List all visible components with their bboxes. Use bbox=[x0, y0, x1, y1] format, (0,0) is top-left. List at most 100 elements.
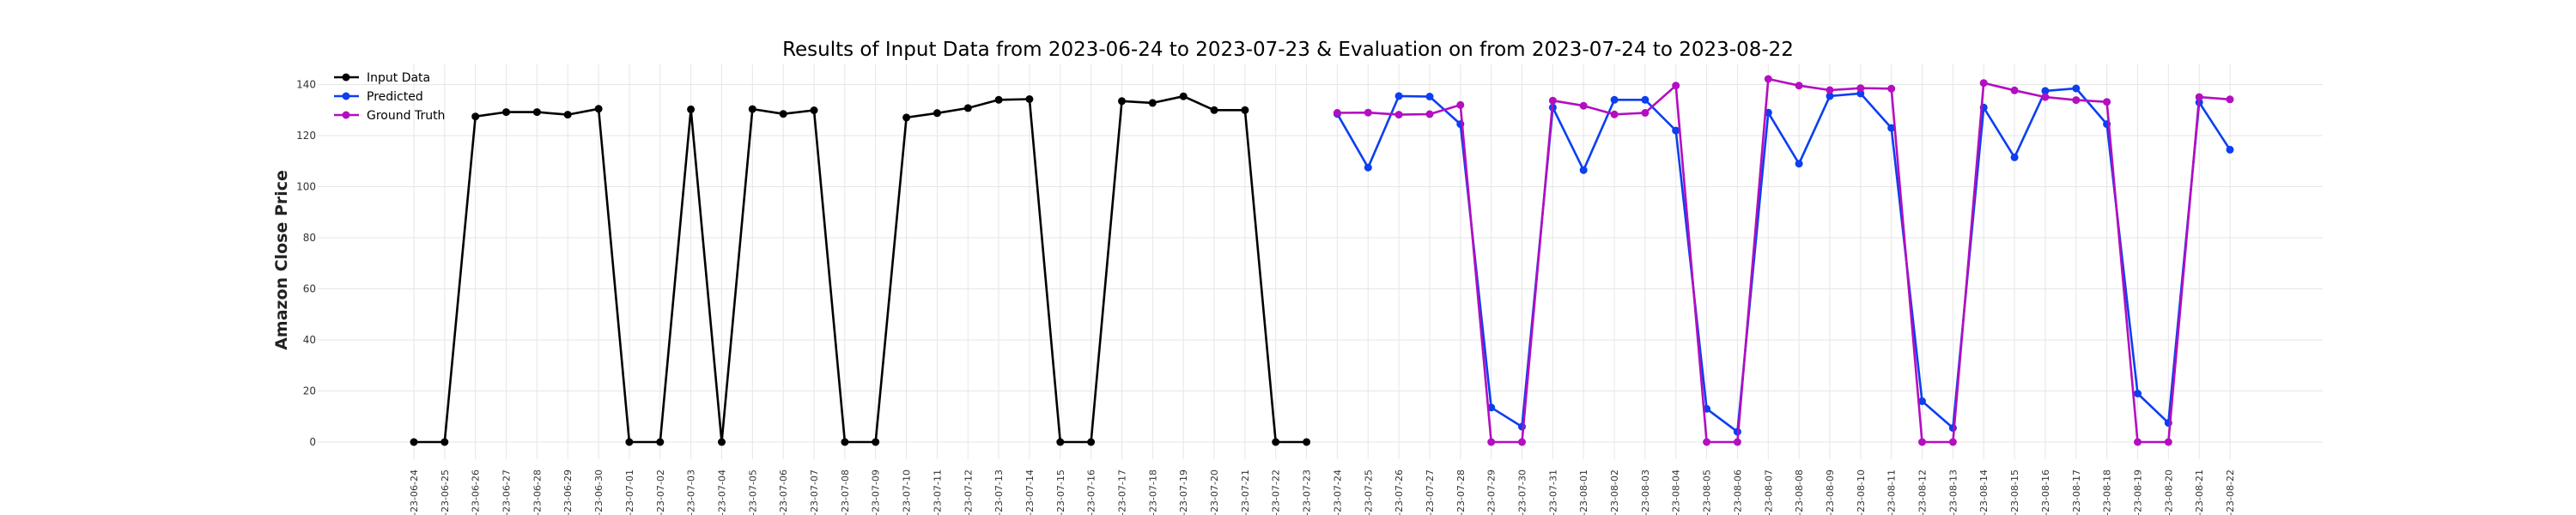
series-lines bbox=[410, 75, 2234, 446]
data-point-predicted bbox=[1610, 95, 1619, 104]
data-point-ground-truth bbox=[2164, 438, 2172, 446]
y-tick-label: 140 bbox=[296, 79, 316, 91]
data-point-input-data bbox=[656, 438, 665, 446]
data-point-input-data bbox=[779, 110, 787, 118]
data-point-predicted bbox=[1394, 92, 1403, 100]
data-point-input-data bbox=[687, 105, 696, 113]
x-tick-label: -23-07-07 bbox=[809, 470, 820, 515]
data-point-ground-truth bbox=[1394, 111, 1403, 119]
data-point-input-data bbox=[994, 95, 1003, 104]
data-point-input-data bbox=[1241, 106, 1249, 114]
legend-item-input-data: Input Data bbox=[334, 71, 430, 85]
data-point-ground-truth bbox=[1456, 100, 1465, 109]
x-tick-label: -23-07-27 bbox=[1425, 470, 1436, 515]
x-tick-label: -23-07-22 bbox=[1271, 470, 1282, 515]
x-tick-label: -23-08-16 bbox=[2040, 470, 2051, 515]
x-tick-label: -23-08-11 bbox=[1886, 470, 1898, 515]
x-tick-label: -23-08-21 bbox=[2194, 470, 2205, 515]
x-tick-label: -23-08-03 bbox=[1640, 470, 1651, 515]
data-point-ground-truth bbox=[1856, 84, 1865, 93]
data-point-input-data bbox=[1272, 438, 1280, 446]
y-axis-label: Amazon Close Price bbox=[272, 170, 291, 350]
y-axis-ticks: 0 20 40 60 80 100 120 140 bbox=[296, 79, 316, 449]
data-point-predicted bbox=[2072, 84, 2081, 93]
x-tick-label: -23-08-08 bbox=[1794, 470, 1805, 515]
x-tick-label: -23-07-03 bbox=[686, 470, 697, 515]
data-point-ground-truth bbox=[1795, 82, 1803, 90]
data-point-predicted bbox=[1641, 95, 1649, 104]
x-tick-label: -23-07-13 bbox=[993, 470, 1005, 515]
data-point-predicted bbox=[1918, 397, 1926, 405]
y-tick-label: 0 bbox=[309, 436, 316, 448]
data-point-ground-truth bbox=[1703, 438, 1711, 446]
data-point-ground-truth bbox=[1948, 438, 1957, 446]
data-point-input-data bbox=[841, 438, 849, 446]
data-point-predicted bbox=[1887, 124, 1896, 132]
x-tick-label: -23-07-10 bbox=[902, 470, 913, 515]
data-point-ground-truth bbox=[1548, 96, 1557, 105]
data-point-input-data bbox=[1025, 95, 1034, 103]
legend-item-predicted: Predicted bbox=[334, 90, 423, 104]
x-tick-label: -23-08-05 bbox=[1702, 470, 1713, 515]
x-tick-label: -23-08-14 bbox=[1978, 470, 1990, 515]
data-point-input-data bbox=[1087, 438, 1096, 446]
x-tick-label: -23-06-24 bbox=[409, 470, 420, 515]
x-tick-label: -23-07-05 bbox=[747, 470, 758, 515]
data-point-input-data bbox=[1303, 438, 1311, 446]
data-point-input-data bbox=[440, 438, 449, 446]
data-point-input-data bbox=[532, 108, 541, 117]
data-point-ground-truth bbox=[2134, 438, 2142, 446]
series-input-data bbox=[410, 92, 1311, 446]
x-tick-label: -23-08-18 bbox=[2102, 470, 2113, 515]
data-point-ground-truth bbox=[2041, 93, 2050, 101]
x-tick-label: -23-07-01 bbox=[624, 470, 635, 515]
y-tick-label: 120 bbox=[296, 130, 316, 142]
data-point-predicted bbox=[1856, 89, 1865, 98]
legend-marker-ground-truth bbox=[342, 111, 350, 119]
x-tick-label: -23-07-09 bbox=[871, 470, 882, 515]
x-tick-label: -23-07-06 bbox=[778, 470, 789, 515]
x-tick-label: -23-07-17 bbox=[1116, 470, 1127, 515]
x-tick-label: -23-08-09 bbox=[1825, 470, 1836, 515]
x-tick-label: -23-07-29 bbox=[1486, 470, 1498, 515]
y-tick-label: 60 bbox=[303, 283, 316, 295]
x-tick-label: -23-07-30 bbox=[1517, 470, 1528, 515]
data-point-ground-truth bbox=[1918, 438, 1926, 446]
data-point-ground-truth bbox=[1672, 82, 1680, 90]
data-point-ground-truth bbox=[1364, 108, 1372, 117]
data-point-predicted bbox=[2226, 145, 2234, 154]
data-point-ground-truth bbox=[1826, 86, 1834, 94]
data-point-predicted bbox=[1425, 93, 1434, 100]
x-tick-label: -23-07-28 bbox=[1455, 470, 1467, 515]
series-line-input-data bbox=[414, 94, 1307, 444]
data-point-predicted bbox=[1795, 160, 1803, 168]
data-point-input-data bbox=[410, 438, 418, 446]
series-line-ground-truth bbox=[1337, 77, 2231, 444]
data-point-predicted bbox=[2134, 390, 2142, 397]
x-tick-label: -23-07-21 bbox=[1240, 470, 1251, 515]
x-tick-label: -23-06-26 bbox=[471, 470, 482, 515]
series-predicted bbox=[1333, 84, 2234, 436]
x-tick-label: -23-07-02 bbox=[655, 470, 666, 515]
x-tick-label: -23-07-31 bbox=[1547, 470, 1558, 515]
x-tick-label: -23-07-25 bbox=[1363, 470, 1374, 515]
data-point-ground-truth bbox=[1641, 109, 1649, 117]
data-point-input-data bbox=[502, 108, 510, 117]
x-tick-label: -23-07-11 bbox=[932, 470, 943, 515]
x-tick-label: -23-08-12 bbox=[1917, 470, 1929, 515]
data-point-ground-truth bbox=[1610, 110, 1619, 118]
data-point-input-data bbox=[1179, 92, 1188, 100]
legend-label-input-data: Input Data bbox=[367, 71, 430, 85]
x-tick-label: -23-07-20 bbox=[1209, 470, 1220, 515]
data-point-ground-truth bbox=[1764, 75, 1772, 83]
x-tick-label: -23-07-24 bbox=[1332, 470, 1343, 515]
data-point-input-data bbox=[625, 438, 634, 446]
data-point-ground-truth bbox=[1518, 438, 1526, 446]
legend-marker-predicted bbox=[342, 92, 350, 100]
x-tick-label: -23-07-14 bbox=[1024, 470, 1036, 515]
x-tick-label: -23-07-18 bbox=[1147, 470, 1158, 515]
series-line-predicted bbox=[1336, 87, 2232, 433]
data-point-input-data bbox=[902, 113, 911, 122]
x-tick-label: -23-08-20 bbox=[2163, 470, 2174, 515]
data-point-predicted bbox=[1579, 166, 1588, 174]
